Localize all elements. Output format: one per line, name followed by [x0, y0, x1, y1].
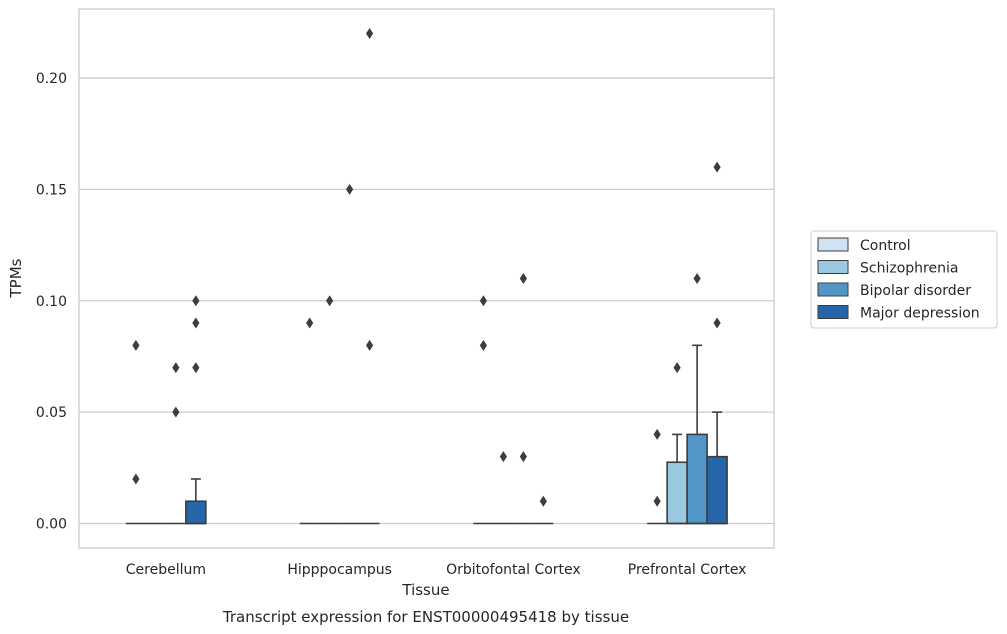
outlier-marker [673, 362, 681, 374]
legend-swatch [817, 282, 849, 297]
chart-caption: Transcript expression for ENST0000049541… [222, 608, 629, 626]
outlier-marker [693, 273, 701, 284]
box-major-depression [706, 411, 728, 525]
outlier-marker [653, 495, 661, 507]
outlier-marker [132, 473, 140, 485]
y-tick-label: 0.15 [36, 182, 67, 198]
outlier-marker [132, 339, 140, 351]
outlier-marker [713, 317, 721, 329]
outlier-marker [365, 28, 374, 39]
outlier-marker [326, 295, 334, 307]
y-tick-label: 0.00 [36, 517, 67, 533]
legend: Control Schizophrenia Bipolar disorder Majo… [810, 230, 998, 329]
outlier-marker [346, 183, 354, 195]
legend-swatch [817, 237, 849, 252]
outlier-marker [519, 451, 527, 463]
box-bipolar-disorder [686, 344, 708, 525]
box-body [686, 433, 708, 525]
x-tick-label: Cerebellum [126, 562, 206, 578]
grid-layer [79, 77, 774, 525]
box-schizophrenia [666, 433, 688, 525]
x-axis-label: Tissue [401, 581, 449, 599]
legend-label: Control [860, 238, 911, 254]
outlier-marker [479, 339, 488, 351]
legend-label: Major depression [860, 306, 980, 322]
y-tick-label: 0.10 [36, 294, 67, 310]
outlier-marker [713, 161, 721, 173]
outlier-marker [306, 317, 314, 329]
box-body [666, 461, 688, 525]
boxes-layer [125, 344, 728, 525]
outlier-marker [479, 295, 488, 307]
outlier-marker [172, 362, 180, 374]
outlier-marker [539, 495, 547, 507]
legend-label: Bipolar disorder [860, 283, 971, 299]
legend-frame [810, 230, 998, 329]
outlier-marker [519, 273, 527, 284]
x-tick-label: Prefrontal Cortex [628, 562, 747, 578]
outlier-marker [192, 317, 200, 329]
y-axis-label: TPMs [7, 258, 25, 298]
box-body [706, 455, 728, 525]
y-tick-label: 0.20 [36, 71, 67, 87]
y-tick-labels: 0.00 0.05 0.10 0.15 0.20 [36, 71, 67, 532]
outlier-marker [653, 428, 661, 440]
outlier-marker [192, 295, 200, 307]
legend-swatch [817, 260, 849, 274]
outlier-marker [172, 406, 180, 418]
outlier-marker [192, 362, 200, 374]
outliers-layer [132, 28, 721, 507]
x-tick-label: Hipppocampus [287, 562, 392, 578]
box-major-depression [185, 478, 207, 525]
y-tick-label: 0.05 [36, 405, 67, 421]
x-tick-label: Orbitofontal Cortex [446, 562, 581, 578]
outlier-marker [365, 339, 374, 351]
legend-swatch [817, 305, 849, 319]
box-body [185, 500, 207, 525]
outlier-marker [499, 451, 507, 463]
x-tick-labels: Cerebellum Hipppocampus Orbitofontal Corte… [126, 562, 747, 578]
legend-label: Schizophrenia [860, 261, 958, 277]
plot-area-frame [78, 8, 775, 549]
